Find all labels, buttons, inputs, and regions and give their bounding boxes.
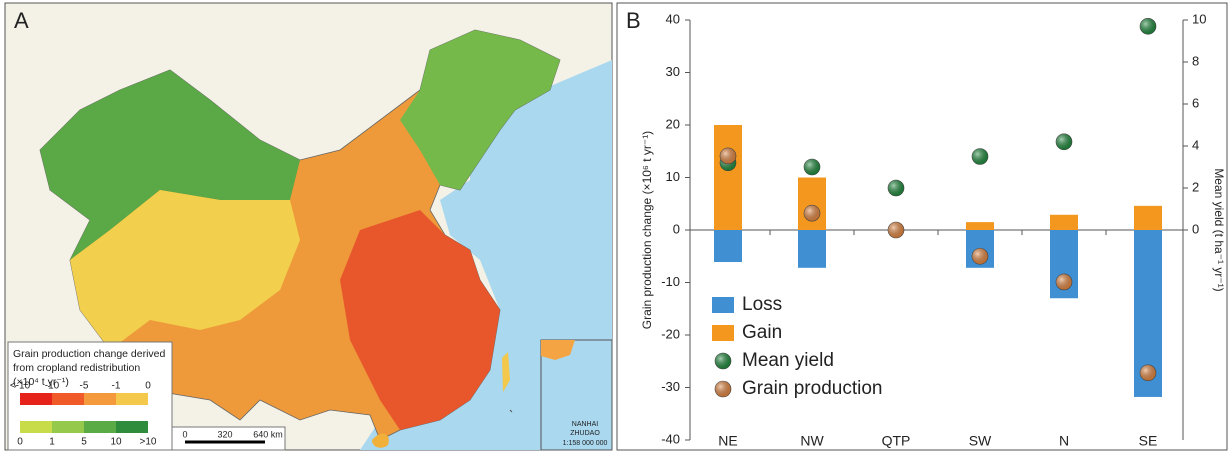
point xyxy=(720,148,736,164)
x-tick-label: N xyxy=(1059,433,1069,449)
legend-label: >10 xyxy=(140,437,157,448)
point-shine xyxy=(972,149,988,165)
x-tick-label: SE xyxy=(1139,433,1158,449)
bar xyxy=(798,230,826,268)
legend-swatch xyxy=(84,393,116,405)
legend-label: 5 xyxy=(81,437,87,448)
legend-label: -5 xyxy=(80,381,89,392)
legend-swatch xyxy=(20,421,52,433)
y-tick-label: 20 xyxy=(666,116,680,131)
legend-swatch xyxy=(116,393,148,405)
y-tick-label: 0 xyxy=(673,221,680,236)
legend-label: Gain xyxy=(742,322,782,343)
y-axis-title: Grain production change (×10⁶ t yr⁻¹) xyxy=(640,131,654,329)
map-panel: A Grain production change derived from c… xyxy=(5,3,612,450)
scale-label: 320 xyxy=(217,429,232,439)
point-shine xyxy=(720,148,736,164)
point xyxy=(1140,365,1156,381)
bar xyxy=(714,125,742,230)
y2-tick-label: 4 xyxy=(1192,137,1199,152)
legend-swatch xyxy=(712,297,734,313)
legend-label: 10 xyxy=(110,437,122,448)
bar xyxy=(1050,215,1078,230)
y-tick-label: -30 xyxy=(661,379,680,394)
point-shine xyxy=(1140,18,1156,34)
legend-title: Grain production change derived xyxy=(13,348,166,360)
bar xyxy=(714,230,742,262)
legend-swatch xyxy=(20,393,52,405)
legend-shine xyxy=(715,381,731,397)
figure: A Grain production change derived from c… xyxy=(0,0,1230,453)
y2-axis-title: Mean yield (t ha⁻¹ yr⁻¹) xyxy=(1212,168,1226,291)
y2-tick-label: 0 xyxy=(1192,221,1199,236)
inset-label: ZHUDAO xyxy=(570,430,600,437)
point-shine xyxy=(1056,134,1072,150)
scale-label: 640 km xyxy=(253,429,283,439)
bar xyxy=(966,222,994,230)
legend-title: from cropland redistribution xyxy=(13,362,140,374)
legend-swatch xyxy=(84,421,116,433)
point-shine xyxy=(888,180,904,196)
point xyxy=(972,248,988,264)
legend-swatch xyxy=(52,421,84,433)
legend-label: -1 xyxy=(112,381,121,392)
page: A Grain production change derived from c… xyxy=(0,0,1230,453)
x-tick-label: QTP xyxy=(882,433,911,449)
point xyxy=(1056,274,1072,290)
legend-label: -10 xyxy=(45,381,60,392)
point xyxy=(1140,18,1156,34)
inset-label: NANHAI xyxy=(572,421,599,428)
y-tick-label: 30 xyxy=(666,64,680,79)
point-shine xyxy=(804,205,820,221)
bar xyxy=(798,178,826,231)
y-tick-label: -40 xyxy=(661,431,680,446)
legend-swatch xyxy=(712,325,734,341)
legend-label: 0 xyxy=(17,437,23,448)
point xyxy=(1056,134,1072,150)
point xyxy=(888,222,904,238)
legend-shine xyxy=(715,353,731,369)
x-tick-label: NE xyxy=(718,433,737,449)
point-shine xyxy=(1056,274,1072,290)
y-tick-label: -20 xyxy=(661,326,680,341)
legend-label: Mean yield xyxy=(742,350,834,371)
panel-label: A xyxy=(14,8,29,33)
inset-label: 1:158 000 000 xyxy=(563,440,608,447)
y-tick-label: 10 xyxy=(666,169,680,184)
point-shine xyxy=(972,248,988,264)
y-tick-label: -10 xyxy=(661,274,680,289)
y2-tick-label: 6 xyxy=(1192,95,1199,110)
point xyxy=(804,205,820,221)
legend-swatch xyxy=(116,421,148,433)
legend-label: Loss xyxy=(742,294,782,315)
bar xyxy=(1134,206,1162,230)
scale-label: 0 xyxy=(182,429,187,439)
x-tick-label: NW xyxy=(800,433,824,449)
y-tick-label: 40 xyxy=(666,11,680,26)
point xyxy=(888,180,904,196)
legend-label: Grain production xyxy=(742,378,882,399)
legend-label: 1 xyxy=(49,437,55,448)
y2-tick-label: 10 xyxy=(1192,11,1206,26)
y2-tick-label: 8 xyxy=(1192,53,1199,68)
legend-label: 0 xyxy=(145,381,151,392)
y2-tick-label: 2 xyxy=(1192,179,1199,194)
point xyxy=(972,149,988,165)
point xyxy=(804,159,820,175)
point-shine xyxy=(888,222,904,238)
x-tick-label: SW xyxy=(969,433,992,449)
legend-swatch xyxy=(52,393,84,405)
point-shine xyxy=(804,159,820,175)
point-shine xyxy=(1140,365,1156,381)
panel-label: B xyxy=(626,8,641,33)
legend-label: <-10 xyxy=(10,381,31,392)
